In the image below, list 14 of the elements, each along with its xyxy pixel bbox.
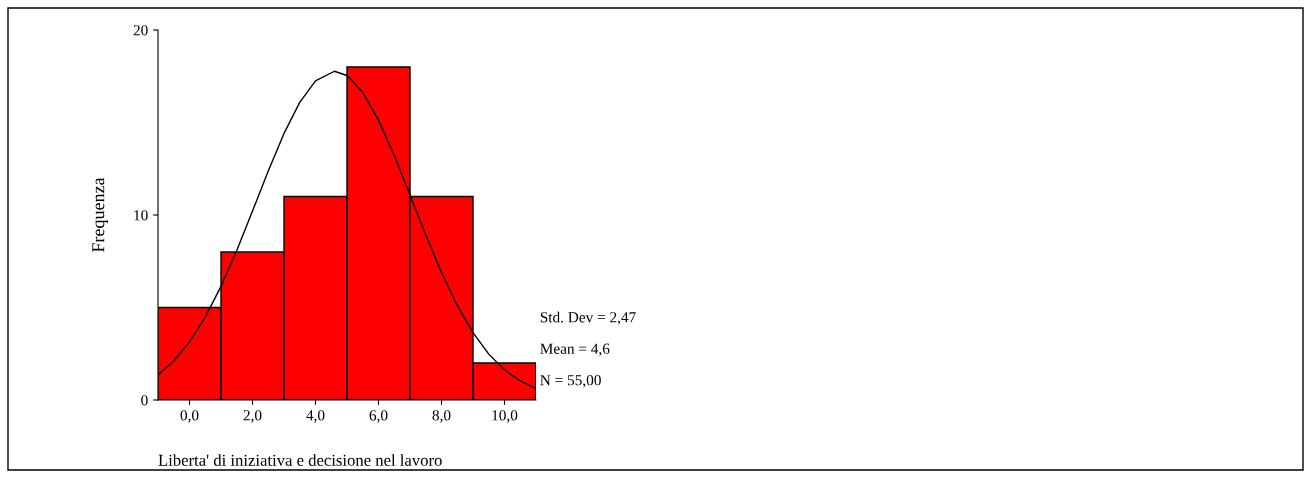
x-tick-label: 6,0: [369, 410, 388, 423]
x-tick-label: 0,0: [180, 410, 199, 423]
y-tick-label: 10: [134, 210, 148, 221]
x-tick-label: 10,0: [492, 410, 518, 423]
x-axis-title: Liberta' di iniziativa e decisione nel lavoro: [158, 454, 442, 466]
y-tick-label: 0: [141, 395, 148, 406]
x-tick-label: 4,0: [306, 410, 325, 423]
x-tick-label: 2,0: [243, 410, 262, 423]
text: Std. Dev = 2,47: [540, 311, 636, 325]
x-tick-label: 8,0: [432, 410, 451, 423]
y-axis-title: Frequenza: [92, 177, 108, 253]
text: N = 55,00: [540, 375, 601, 388]
y-tick-label: 20: [133, 25, 148, 36]
text: Mean = 4,6: [540, 343, 610, 357]
